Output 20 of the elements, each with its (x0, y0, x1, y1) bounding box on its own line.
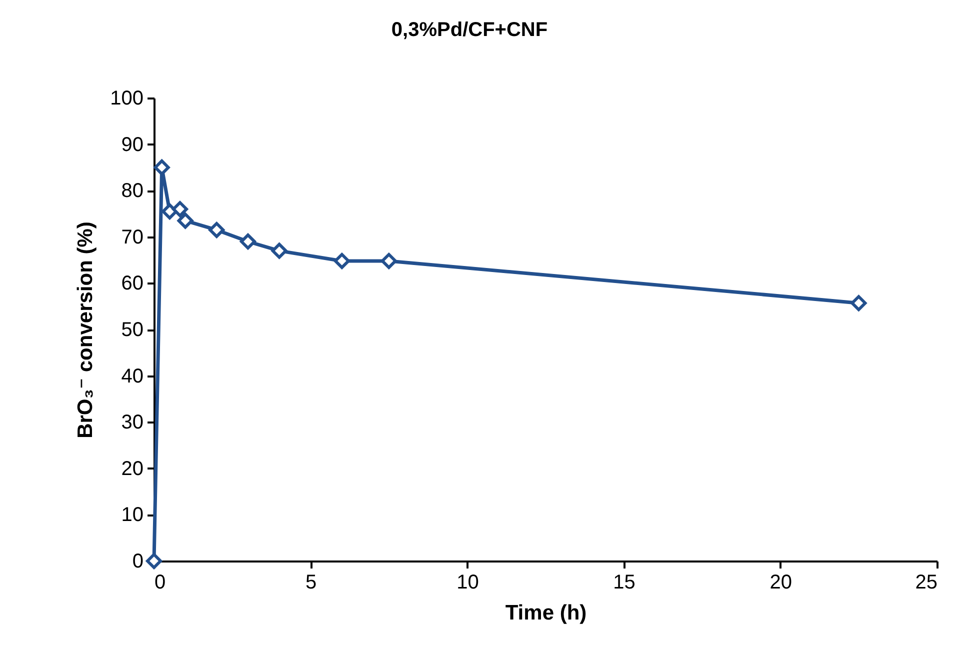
x-tick-label: 20 (770, 572, 792, 594)
y-tick-label: 60 (121, 272, 144, 295)
x-tick-label: 0 (154, 572, 166, 594)
y-tick-label: 90 (121, 134, 144, 156)
x-tick-label: 15 (613, 572, 636, 594)
y-tick-label: 50 (121, 319, 144, 341)
y-axis-title: BrO₃⁻ conversion (%) (74, 222, 98, 438)
y-tick-label: 0 (132, 550, 144, 572)
y-tick-label: 30 (121, 412, 144, 434)
y-tick-label: 40 (121, 365, 144, 388)
y-tick-label: 80 (121, 180, 144, 202)
x-axis-title: Time (h) (505, 602, 587, 624)
x-tick-label: 25 (915, 572, 938, 594)
y-tick-label: 10 (121, 504, 144, 526)
y-tick-label: 100 (110, 88, 144, 110)
chart-title: 0,3%Pd/CF+CNF (391, 19, 548, 41)
x-tick-label: 10 (456, 572, 479, 594)
y-tick-label: 20 (121, 458, 144, 480)
y-tick-label: 70 (121, 226, 144, 248)
x-tick-label: 5 (306, 572, 317, 594)
